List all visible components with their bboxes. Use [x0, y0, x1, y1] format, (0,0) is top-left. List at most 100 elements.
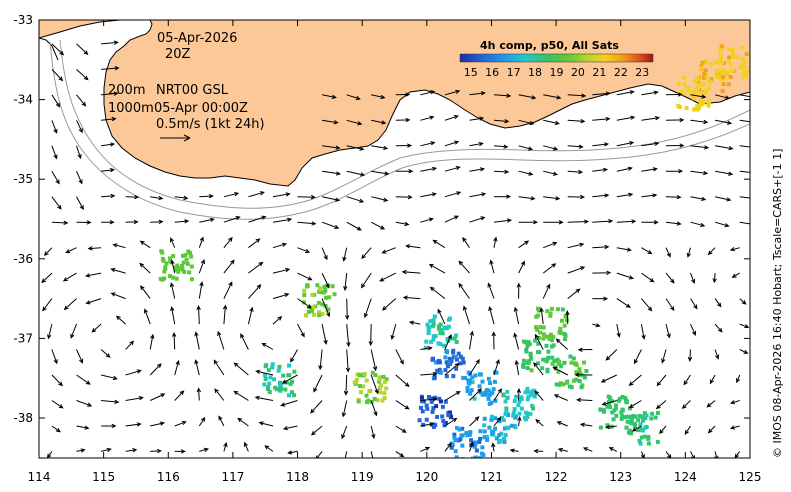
current-vector	[641, 90, 659, 96]
lat-tick-label: -37	[13, 331, 33, 345]
colorbar-ticks: 15 16 17 18 19 20 21 22 23	[464, 66, 650, 79]
current-vector	[616, 90, 635, 96]
current-vector	[254, 395, 274, 401]
current-vector	[493, 169, 510, 174]
current-vector	[601, 400, 617, 406]
current-vector	[170, 237, 176, 248]
current-vector	[592, 193, 610, 198]
current-vector	[261, 342, 274, 350]
current-vector	[125, 369, 142, 376]
current-vector	[469, 91, 486, 96]
current-vector	[616, 141, 635, 147]
current-vector	[297, 221, 317, 226]
isobath-200m	[59, 39, 750, 209]
current-vector	[730, 400, 740, 405]
current-vector	[489, 259, 495, 274]
current-vector	[344, 298, 350, 321]
current-vector	[491, 442, 496, 452]
current-vector	[513, 306, 520, 325]
current-vector	[420, 141, 436, 147]
current-vector	[543, 145, 559, 151]
current-vector	[51, 425, 61, 433]
current-vector	[101, 219, 115, 225]
current-vector	[101, 91, 119, 96]
current-vector	[444, 417, 458, 427]
current-vector	[616, 166, 633, 172]
current-vector	[322, 170, 342, 176]
colorbar-tick-label: 22	[614, 66, 628, 79]
sst-patch	[533, 306, 569, 343]
current-vector	[444, 115, 459, 121]
current-vector	[321, 221, 340, 229]
current-vector	[248, 238, 261, 249]
current-vector	[493, 388, 503, 401]
current-vector	[361, 247, 372, 260]
current-vector	[534, 390, 544, 401]
current-vector	[655, 400, 667, 410]
current-vector	[405, 244, 421, 249]
current-vector	[345, 349, 351, 373]
current-vector	[125, 448, 138, 453]
current-vector	[690, 323, 696, 336]
current-vector	[616, 324, 621, 338]
current-vector	[493, 236, 498, 248]
sst-patch	[158, 249, 194, 282]
current-vector	[739, 323, 750, 329]
current-vector	[543, 94, 562, 100]
current-vector	[322, 145, 341, 150]
current-vector	[371, 119, 387, 125]
current-vector	[174, 359, 180, 376]
current-vector	[592, 244, 610, 250]
current-vector	[714, 221, 730, 228]
current-vector	[616, 247, 632, 252]
sst-patch	[449, 425, 486, 458]
current-vector	[641, 272, 655, 283]
current-vector	[371, 94, 386, 100]
current-vector	[739, 145, 750, 148]
sst-patch	[676, 75, 712, 112]
current-vector	[223, 281, 233, 299]
current-vector	[101, 167, 116, 173]
current-vector	[101, 40, 119, 45]
current-vector	[553, 394, 568, 401]
current-vector	[310, 425, 323, 436]
lon-tick-label: 115	[92, 470, 115, 484]
current-vector	[346, 145, 365, 151]
current-vector	[363, 298, 372, 319]
sst-patch	[521, 338, 557, 374]
scale-text: 0.5m/s (1kt 24h)	[156, 117, 265, 132]
current-vector	[395, 221, 410, 227]
current-vector	[346, 324, 351, 348]
current-vector	[552, 366, 568, 376]
colorbar-tick-label: 19	[550, 66, 564, 79]
current-vector	[282, 425, 298, 431]
current-vector	[346, 119, 363, 126]
current-vector	[247, 306, 254, 325]
current-vector	[174, 390, 185, 401]
lat-tick-label: -34	[13, 93, 33, 107]
current-vector	[346, 94, 361, 101]
current-vector	[370, 374, 379, 395]
current-vector	[469, 167, 486, 172]
longitude-axis: 114 115 116 117 118 119 120 121 122 123 124 125	[28, 20, 761, 484]
current-vector	[346, 170, 366, 177]
current-vector	[444, 333, 452, 350]
current-vector	[51, 400, 64, 409]
current-vector	[76, 170, 83, 185]
current-vector	[194, 331, 200, 350]
current-vector	[565, 310, 570, 325]
current-vector	[432, 239, 446, 249]
current-vector	[665, 247, 671, 258]
current-vector	[690, 196, 707, 201]
current-vector	[174, 449, 186, 454]
current-vector	[248, 284, 262, 299]
current-vector	[150, 421, 166, 427]
current-vector	[641, 298, 653, 312]
current-vector	[518, 94, 537, 100]
current-vector	[690, 272, 696, 284]
current-vector	[125, 422, 142, 427]
current-vector	[493, 218, 513, 223]
current-vector	[370, 451, 375, 458]
current-vector	[370, 425, 376, 440]
